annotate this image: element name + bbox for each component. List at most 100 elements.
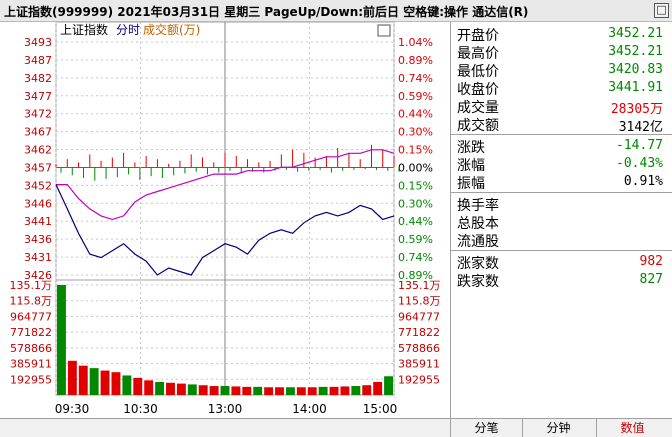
- pct-tick: 0.44%: [398, 215, 433, 228]
- pct-tick: 0.15%: [398, 179, 433, 192]
- bottom-tab[interactable]: 数值: [596, 419, 668, 437]
- legend-options-icon: [377, 24, 391, 37]
- volume-tick-right: 135.1万: [398, 279, 441, 292]
- volume-tick-right: 115.8万: [398, 295, 441, 308]
- legend-line: 分时: [116, 23, 140, 37]
- quote-row: 总股本: [457, 213, 663, 232]
- price-tick: 3426: [24, 269, 52, 282]
- quote-value: 3420.83: [608, 62, 663, 77]
- quote-label: 涨幅: [457, 158, 485, 174]
- quote-row: 振幅 0.91%: [457, 173, 663, 192]
- price-tick: 3452: [24, 179, 52, 192]
- quote-value: 3142亿: [618, 120, 663, 135]
- quote-row: 成交量 28305万: [457, 97, 663, 117]
- window-titlebar: 上证指数(999999) 2021年03月31日 星期三 PageUp/Down…: [0, 0, 672, 22]
- pct-tick: 0.30%: [398, 126, 433, 139]
- pct-tick: 1.04%: [398, 36, 433, 49]
- volume-bar: [253, 386, 263, 395]
- volume-bar: [329, 386, 339, 395]
- price-tick: 3493: [24, 36, 52, 49]
- price-tick: 3436: [24, 233, 52, 246]
- quote-value: 3441.91: [608, 80, 663, 95]
- price-tick: 3431: [24, 251, 52, 264]
- volume-bar: [144, 380, 154, 395]
- volume-tick-right: 964777: [398, 310, 440, 323]
- volume-bar: [264, 387, 274, 395]
- volume-bar: [187, 384, 197, 395]
- pct-tick: 0.89%: [398, 54, 433, 67]
- volume-tick-left: 385911: [10, 358, 52, 371]
- volume-bar: [100, 370, 110, 395]
- quote-row: 涨幅 -0.43%: [457, 155, 663, 174]
- volume-bar: [155, 381, 165, 395]
- quote-label: 总股本: [457, 216, 499, 232]
- volume-tick-left: 115.8万: [10, 295, 53, 308]
- quote-row: 跌家数 827: [457, 271, 663, 290]
- quote-label: 涨家数: [457, 256, 499, 272]
- price-tick: 3446: [24, 197, 52, 210]
- quote-row: 开盘价 3452.21: [457, 25, 663, 44]
- quote-row: 最高价 3452.21: [457, 43, 663, 62]
- volume-bar: [89, 368, 99, 395]
- quote-row: 最低价 3420.83: [457, 61, 663, 80]
- intraday-chart: 上证指数 分时 成交额(万) 3493 1.04% 3487 0.89% 3482 0.74% 3…: [10, 22, 441, 416]
- bottom-tab[interactable]: 分笔: [450, 419, 522, 437]
- quote-value: 3452.21: [608, 26, 663, 41]
- quote-row: 收盘价 3441.91: [457, 79, 663, 98]
- quote-label: 最高价: [457, 46, 499, 62]
- volume-bar: [296, 387, 306, 395]
- average-price-line: [56, 149, 395, 221]
- quote-row: 换手率: [457, 195, 663, 214]
- volume-bar: [373, 381, 383, 395]
- volume-bar: [242, 386, 252, 395]
- volume-bar: [231, 386, 241, 395]
- bottom-tab[interactable]: 分钟: [522, 419, 594, 437]
- quote-label: 振幅: [457, 176, 485, 192]
- volume-tick-right: 578866: [398, 342, 440, 355]
- volume-tick-right: 385911: [398, 358, 440, 371]
- time-tick: 15:00: [363, 402, 398, 416]
- quote-value: 28305万: [610, 102, 663, 117]
- volume-bar: [220, 386, 230, 395]
- price-tick: 3487: [24, 54, 52, 67]
- time-tick: 14:00: [292, 402, 327, 416]
- quote-row: 涨跌 -14.77: [457, 137, 663, 156]
- volume-tick-right: 192955: [398, 373, 440, 386]
- quote-label: 最低价: [457, 64, 499, 80]
- quote-value: 3452.21: [608, 44, 663, 59]
- pct-tick: 0.59%: [398, 90, 433, 103]
- time-tick: 13:00: [208, 402, 243, 416]
- quote-label: 跌家数: [457, 274, 499, 290]
- panel-separator: [451, 250, 672, 251]
- volume-tick-left: 964777: [10, 310, 52, 323]
- quote-row: 成交额 3142亿: [457, 115, 663, 135]
- panel-separator: [451, 134, 672, 135]
- window-title: 上证指数(999999) 2021年03月31日 星期三 PageUp/Down…: [4, 5, 529, 19]
- close-icon[interactable]: □: [654, 3, 669, 18]
- quote-value: -14.77: [616, 138, 663, 153]
- quote-label: 成交量: [457, 100, 499, 116]
- price-tick: 3457: [24, 161, 52, 174]
- price-tick: 3477: [24, 90, 52, 103]
- volume-tick-right: 771822: [398, 326, 440, 339]
- volume-bar: [198, 385, 208, 395]
- legend-volume-label: 成交额(万): [143, 22, 200, 37]
- quote-row: 涨家数 982: [457, 253, 663, 272]
- pct-tick: 0.89%: [398, 269, 433, 282]
- volume-bar: [275, 387, 284, 395]
- quote-label: 涨跌: [457, 140, 485, 156]
- index-price-line: [55, 184, 395, 276]
- quote-label: 收盘价: [457, 82, 499, 98]
- volume-bar: [307, 387, 317, 395]
- volume-bar: [285, 387, 295, 395]
- volume-bar: [209, 386, 219, 395]
- volume-bar: [384, 376, 393, 395]
- quote-label: 流通股: [457, 234, 499, 250]
- panel-separator: [451, 192, 672, 193]
- time-tick: 09:30: [55, 402, 90, 416]
- volume-bar: [166, 382, 175, 395]
- quote-value: 0.91%: [623, 174, 663, 189]
- volume-tick-left: 771822: [10, 326, 52, 339]
- quote-label: 换手率: [457, 198, 499, 214]
- pct-tick: 0.00%: [398, 161, 433, 174]
